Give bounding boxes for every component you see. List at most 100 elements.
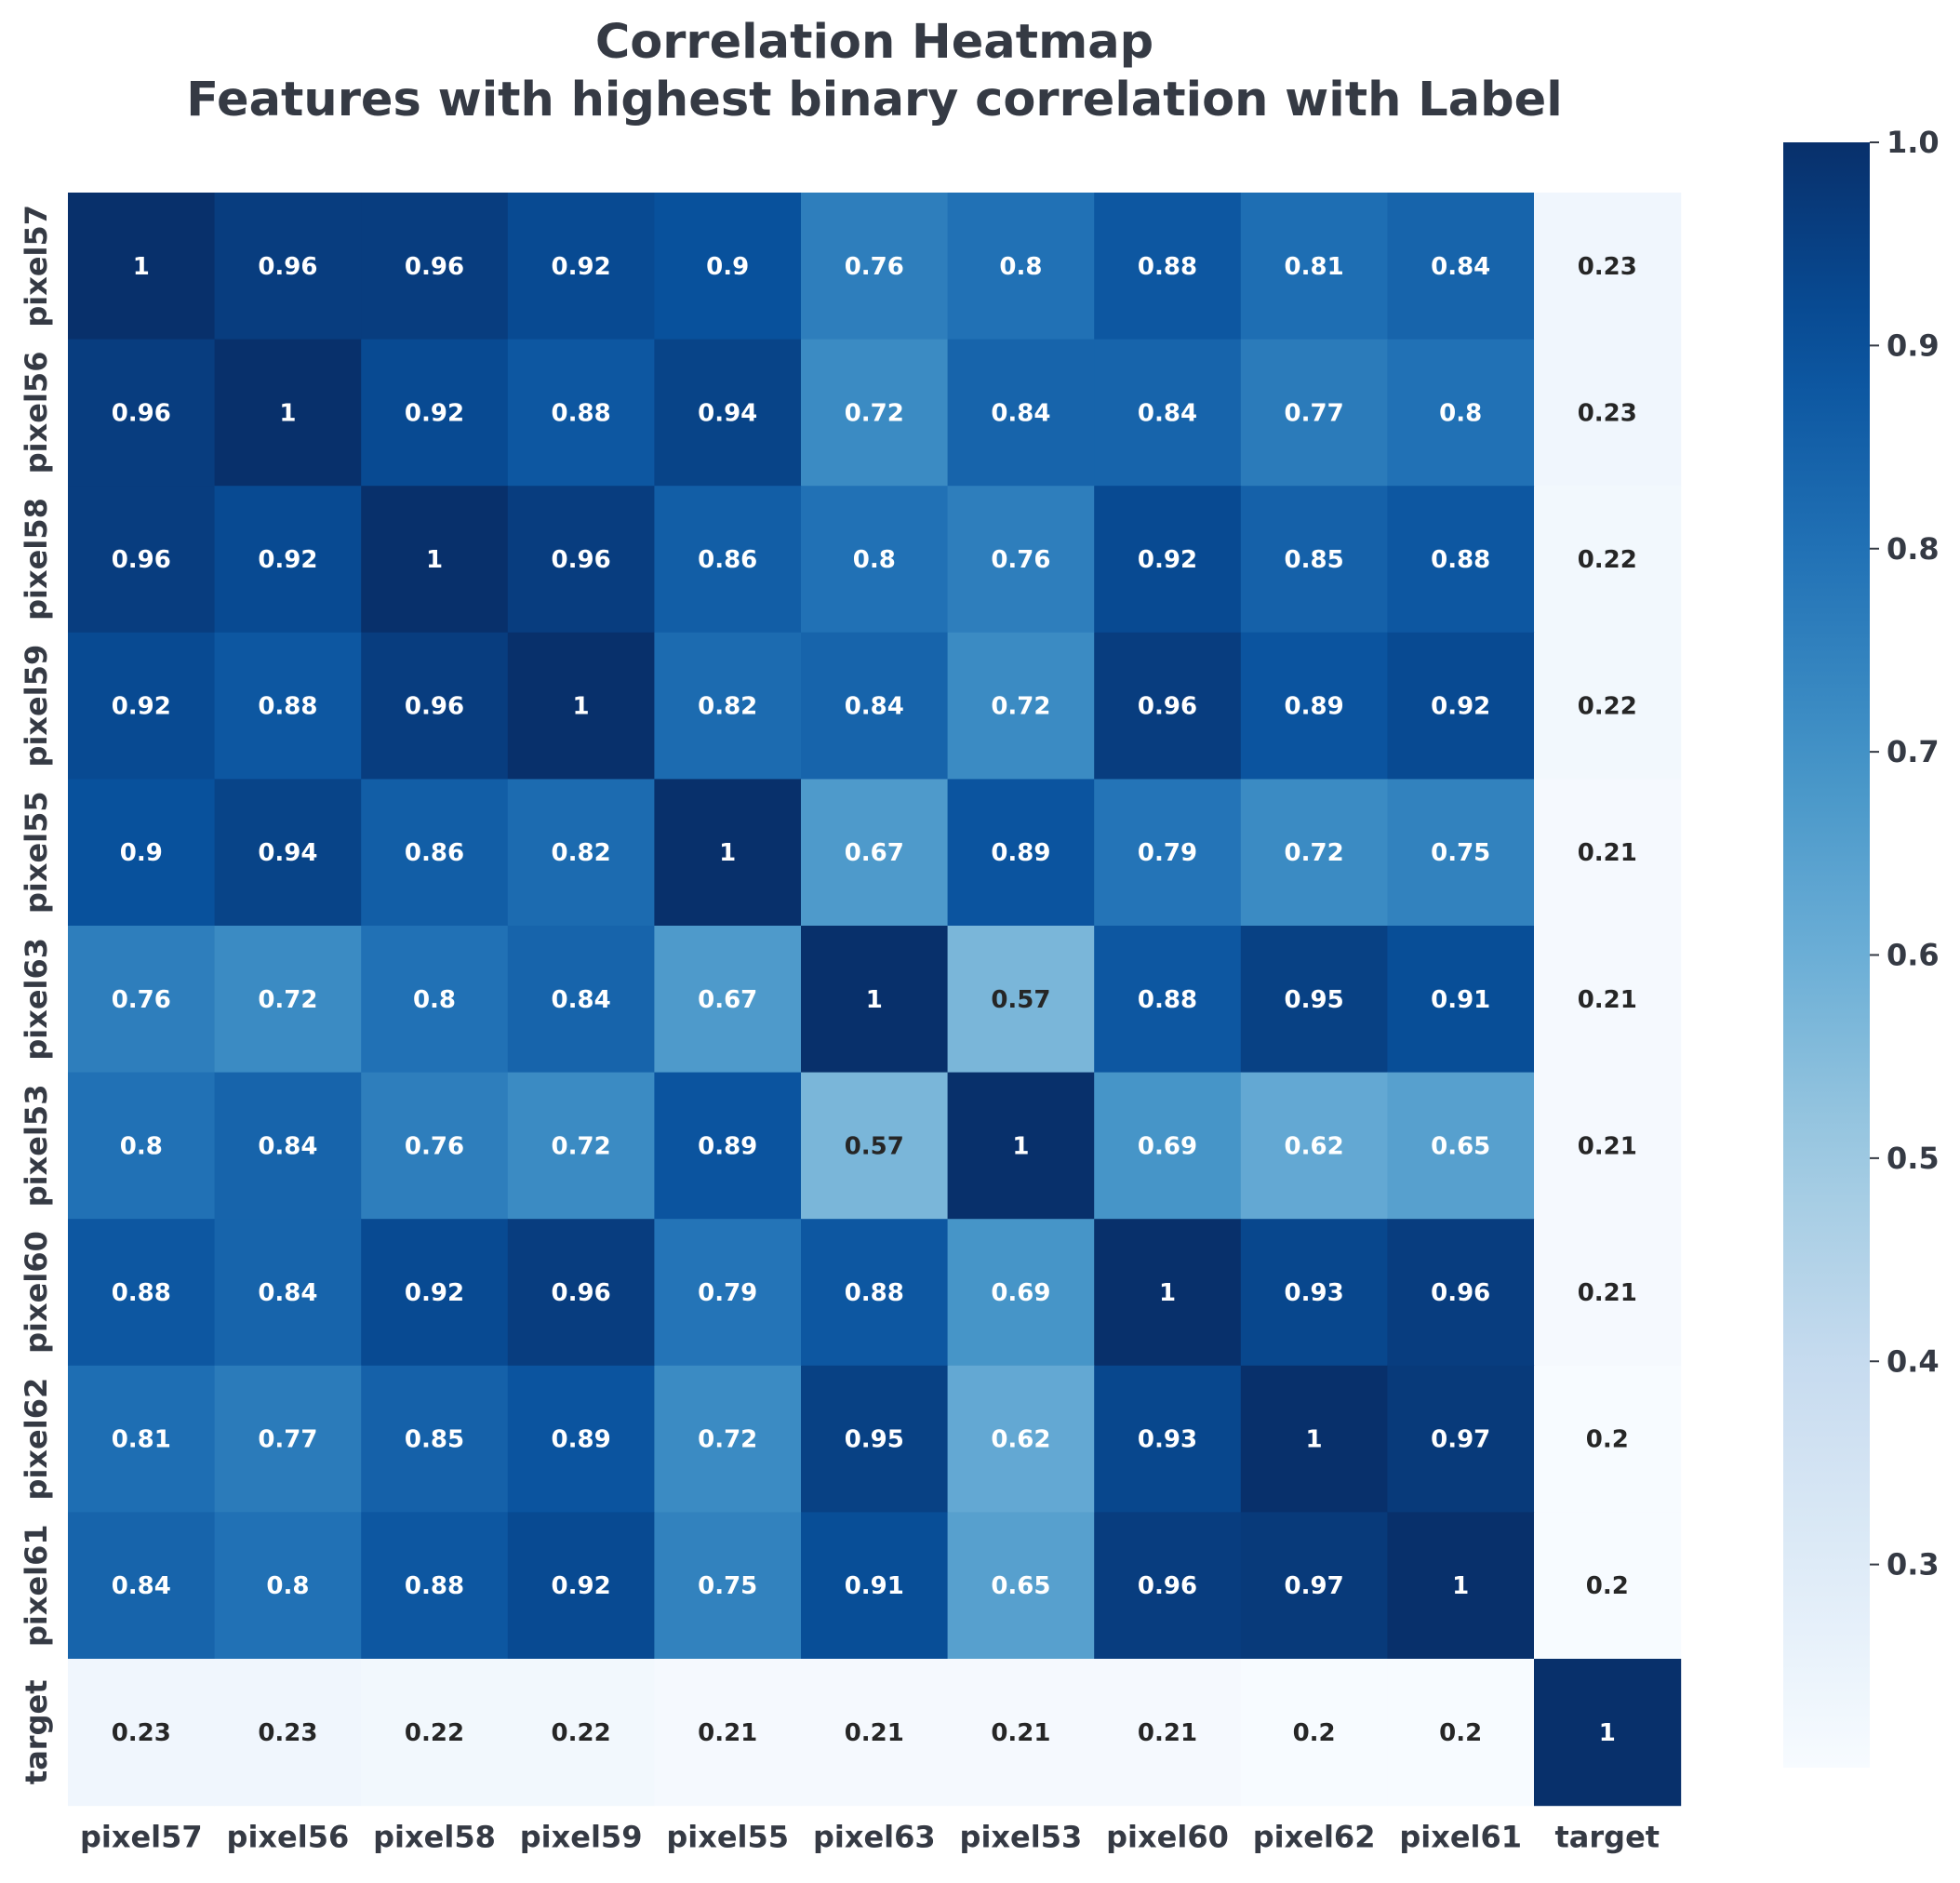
heatmap-cell-pixel55-pixel62 (1240, 779, 1388, 927)
cell-value-label: 1 (719, 839, 736, 867)
heatmap-cell-pixel61-pixel55 (654, 1512, 802, 1660)
cell-value-label: 0.82 (698, 693, 757, 721)
x-tick-label: pixel59 (520, 1820, 643, 1855)
cell-value-label: 0.65 (991, 1572, 1050, 1600)
heatmap-cell-pixel60-pixel53 (947, 1219, 1095, 1367)
cell-value-label: 0.95 (1285, 986, 1344, 1014)
cell-value-label: 0.92 (405, 399, 464, 427)
cell-value-label: 0.21 (1578, 839, 1637, 867)
cell-value-label: 0.92 (552, 1572, 611, 1600)
heatmap-cell-pixel62-pixel53 (947, 1365, 1095, 1513)
cell-value-label: 0.88 (112, 1279, 171, 1307)
heatmap-cell-pixel58-pixel55 (654, 486, 802, 634)
cell-value-label: 0.2 (1293, 1719, 1336, 1747)
heatmap-cell-pixel60-pixel63 (801, 1219, 949, 1367)
cell-value-label: 0.81 (112, 1426, 171, 1454)
heatmap-cell-pixel55-pixel57 (68, 779, 216, 927)
heatmap-cell-target-pixel61 (1387, 1659, 1535, 1807)
cell-value-label: 0.88 (845, 1279, 904, 1307)
cell-value-label: 0.67 (845, 839, 904, 867)
x-tick-label: pixel63 (813, 1820, 936, 1855)
heatmap-cell-pixel53-pixel61 (1387, 1072, 1535, 1220)
x-axis-labels: pixel57 pixel56 pixel58 pixel59 pixel55 pixel… (80, 1820, 1660, 1855)
heatmap-cell-target-target (1534, 1659, 1682, 1807)
cell-value-label: 0.91 (845, 1572, 904, 1600)
cell-value-label: 0.84 (1431, 253, 1490, 281)
heatmap-cell-pixel63-pixel56 (214, 926, 362, 1074)
heatmap-cell-pixel62-pixel61 (1387, 1365, 1535, 1513)
heatmap-cell-pixel60-pixel55 (654, 1219, 802, 1367)
heatmap-cell-pixel62-pixel63 (801, 1365, 949, 1513)
y-tick-label: pixel55 (19, 791, 54, 914)
heatmap-cell-pixel57-pixel56 (214, 193, 362, 341)
cell-value-label: 0.69 (991, 1279, 1050, 1307)
heatmap-cell-pixel61-pixel59 (507, 1512, 655, 1660)
heatmap-cell-pixel53-pixel57 (68, 1072, 216, 1220)
heatmap-cell-pixel61-pixel58 (361, 1512, 509, 1660)
heatmap-cell-pixel56-pixel57 (68, 339, 216, 487)
cell-value-label: 0.21 (1578, 1132, 1637, 1160)
heatmap-cell-target-pixel58 (361, 1659, 509, 1807)
cell-value-label: 0.21 (698, 1719, 757, 1747)
cell-value-label: 0.96 (112, 399, 171, 427)
cell-value-label: 0.84 (258, 1279, 317, 1307)
heatmap-cell-pixel63-pixel59 (507, 926, 655, 1074)
cell-value-label: 0.72 (1285, 839, 1344, 867)
heatmap-cell-pixel59-pixel57 (68, 632, 216, 780)
cell-value-label: 0.75 (698, 1572, 757, 1600)
cell-value-label: 0.2 (1586, 1572, 1629, 1600)
heatmap-cell-pixel55-target (1534, 779, 1682, 927)
heatmap-cell-pixel56-target (1534, 339, 1682, 487)
heatmap-cell-pixel57-pixel53 (947, 193, 1095, 341)
heatmap-cell-pixel56-pixel56 (214, 339, 362, 487)
cell-value-label: 0.92 (1138, 546, 1197, 574)
x-tick-label: pixel57 (80, 1820, 203, 1855)
cell-value-label: 0.77 (258, 1426, 317, 1454)
cell-value-label: 0.76 (845, 253, 904, 281)
cell-value-label: 1 (133, 253, 150, 281)
heatmap-cell-pixel59-target (1534, 632, 1682, 780)
heatmap-cell-pixel53-pixel60 (1094, 1072, 1242, 1220)
heatmap-cell-pixel61-pixel57 (68, 1512, 216, 1660)
cell-value-label: 0.81 (1285, 253, 1344, 281)
cell-value-label: 0.22 (405, 1719, 464, 1747)
cell-value-label: 0.91 (1431, 986, 1490, 1014)
colorbar: 0.3 0.4 0.5 0.6 0.7 0.8 0.9 1.0 (1783, 125, 1940, 1768)
heatmap-cell-pixel60-pixel61 (1387, 1219, 1535, 1367)
cell-value-label: 0.88 (1431, 546, 1490, 574)
heatmap-cell-pixel56-pixel62 (1240, 339, 1388, 487)
heatmap-cell-pixel58-pixel56 (214, 486, 362, 634)
cell-value-label: 0.8 (999, 253, 1042, 281)
y-tick-label: pixel62 (19, 1378, 54, 1501)
cell-value-label: 1 (1159, 1279, 1176, 1307)
cell-value-label: 0.93 (1138, 1426, 1197, 1454)
heatmap-cell-pixel62-pixel59 (507, 1365, 655, 1513)
cell-value-label: 0.84 (552, 986, 611, 1014)
heatmap-cell-pixel63-pixel57 (68, 926, 216, 1074)
cell-value-label: 0.65 (1431, 1132, 1490, 1160)
heatmap-cell-pixel60-pixel58 (361, 1219, 509, 1367)
cell-value-label: 0.88 (1138, 253, 1197, 281)
heatmap-cell-pixel53-target (1534, 1072, 1682, 1220)
heatmap-cell-pixel60-target (1534, 1219, 1682, 1367)
cell-value-label: 0.76 (991, 546, 1050, 574)
heatmap-cell-pixel56-pixel60 (1094, 339, 1242, 487)
cell-value-label: 1 (1599, 1719, 1616, 1747)
cell-value-label: 0.9 (120, 839, 163, 867)
colorbar-tick-label: 1.0 (1887, 125, 1940, 160)
cell-value-label: 0.72 (991, 693, 1050, 721)
heatmap-cell-pixel55-pixel61 (1387, 779, 1535, 927)
heatmap-cell-target-pixel60 (1094, 1659, 1242, 1807)
heatmap-cell-pixel59-pixel63 (801, 632, 949, 780)
x-tick-label: pixel62 (1253, 1820, 1376, 1855)
heatmap-cell-pixel59-pixel56 (214, 632, 362, 780)
heatmap-cell-pixel62-pixel57 (68, 1365, 216, 1513)
x-tick-label: pixel53 (960, 1820, 1083, 1855)
cell-value-label: 0.79 (698, 1279, 757, 1307)
cell-value-label: 0.75 (1431, 839, 1490, 867)
title-line-2: Features with highest binary correlation… (186, 73, 1562, 127)
x-tick-label: pixel60 (1106, 1820, 1229, 1855)
cell-value-label: 0.96 (405, 693, 464, 721)
y-tick-label: pixel58 (19, 498, 54, 621)
